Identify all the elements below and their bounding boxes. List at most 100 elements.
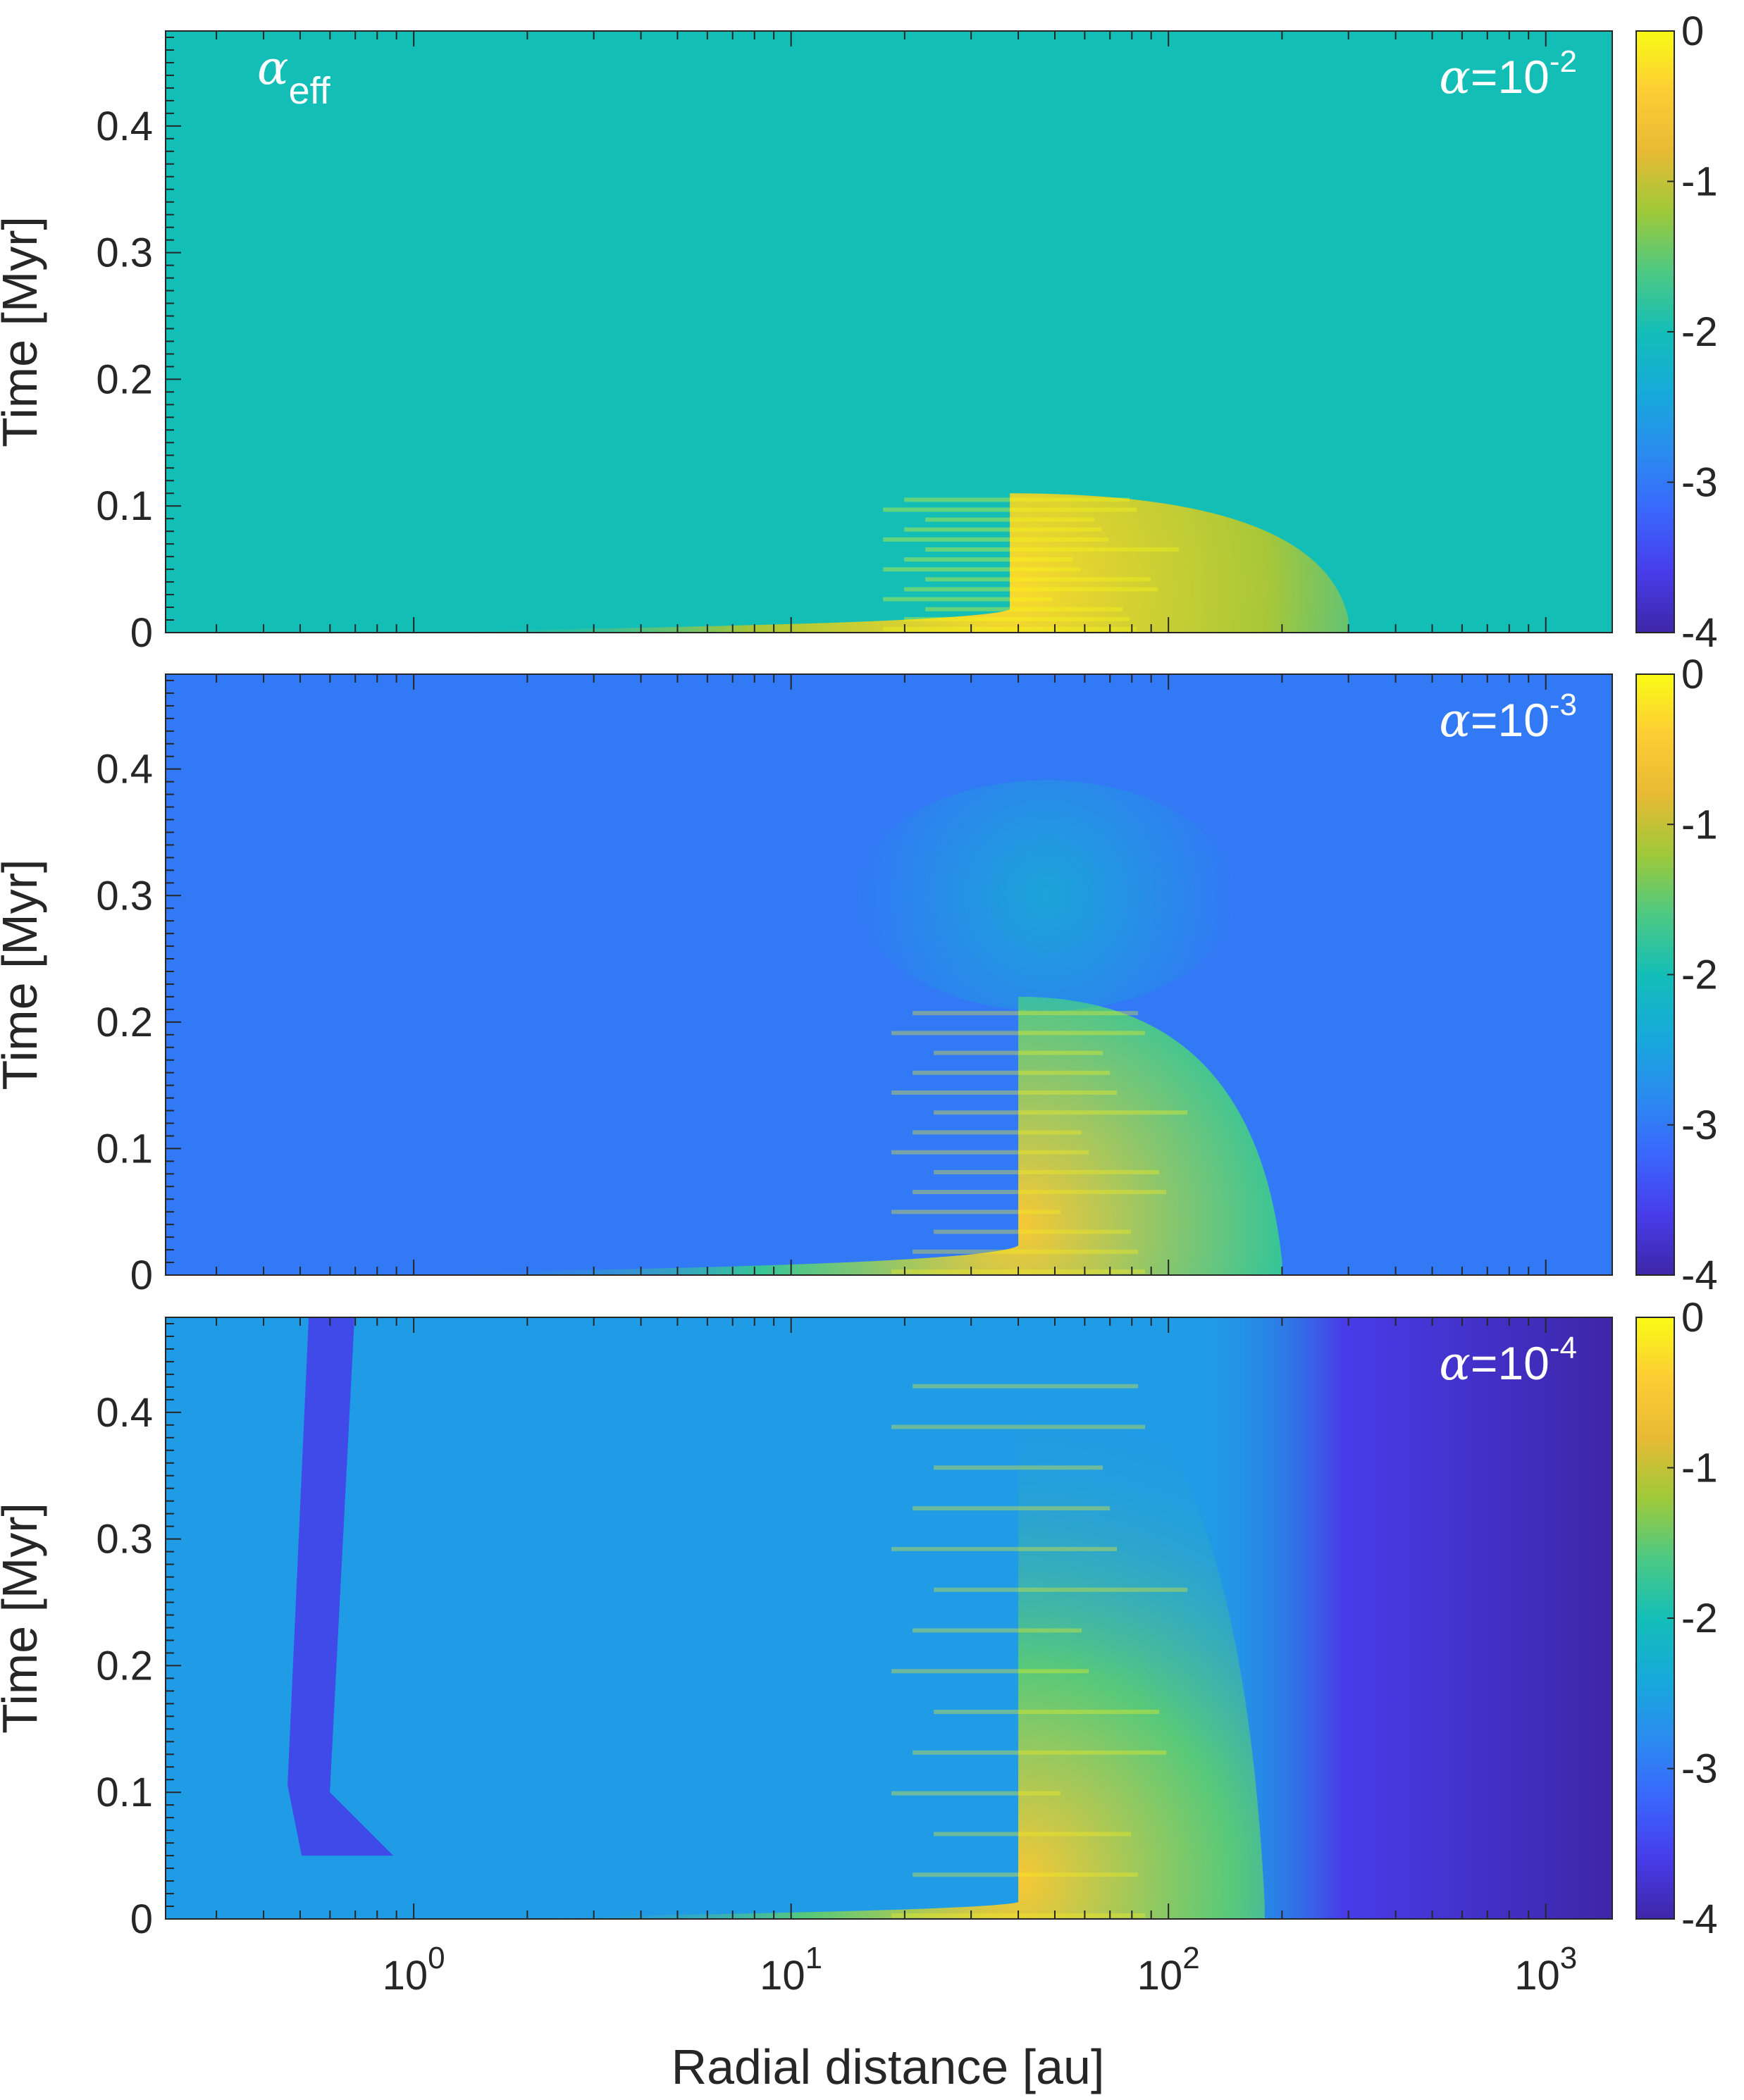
turbulence-streak	[891, 1031, 1146, 1036]
x-tick-label: 102	[1137, 1941, 1200, 1999]
turbulence-streak	[891, 1210, 1061, 1214]
plot-frame	[165, 30, 1613, 633]
colorbar-tick-label: -1	[1681, 802, 1718, 847]
y-tick-label: 0.2	[96, 356, 153, 402]
x-axis	[216, 674, 1547, 1275]
panel-alpha-label: α=10-3	[1439, 688, 1577, 747]
quantity-label: αeff	[257, 41, 331, 112]
turbulence-streak	[913, 1628, 1082, 1633]
turbulence-streak	[925, 607, 1123, 611]
plot-frame	[165, 1317, 1613, 1920]
y-tick-label: 0.4	[96, 104, 153, 149]
y-axis: 0 0.1 0.2 0.3 0.4	[96, 36, 181, 656]
colorbar-tick-label: -2	[1681, 952, 1718, 998]
turbulence-streak	[904, 527, 1102, 532]
colorbar-tick-label: 0	[1681, 652, 1704, 697]
turbulence-streak	[934, 1169, 1160, 1174]
turbulence-streak	[913, 1750, 1167, 1755]
y-axis-title: Time [Myr]	[0, 859, 47, 1091]
y-axis: 0 0.1 0.2 0.3 0.4	[96, 679, 181, 1298]
turbulence-streak	[891, 1424, 1146, 1429]
y-tick-label: 0	[130, 610, 153, 656]
turbulence-streak	[904, 557, 1074, 562]
panel-alpha-label: α=10-2	[1439, 44, 1577, 104]
colorbar: 0 -1 -2 -3 -4	[1635, 8, 1718, 656]
x-axis	[216, 31, 1547, 633]
turbulence-streak	[883, 597, 1053, 602]
colorbar-tick-label: -2	[1681, 1596, 1718, 1641]
turbulence-streak	[904, 587, 1158, 592]
colorbar: 0 -1 -2 -3 -4	[1635, 1295, 1718, 1942]
turbulence-streak	[891, 1150, 1089, 1155]
turbulence-streak	[925, 577, 1151, 582]
turbulence-streak	[913, 1384, 1139, 1388]
colorbar-tick-label: -3	[1681, 1102, 1718, 1148]
colorbar-tick-label: -1	[1681, 159, 1718, 205]
colorbar-tick-label: 0	[1681, 8, 1704, 54]
colorbar-tick-label: 0	[1681, 1295, 1704, 1341]
y-tick-label: 0.2	[96, 1000, 153, 1045]
x-tick-label: 103	[1514, 1941, 1577, 1999]
turbulence-streak	[891, 1091, 1118, 1095]
y-tick-label: 0	[130, 1896, 153, 1942]
turbulence-streak	[925, 517, 1095, 522]
y-axis: 0 0.1 0.2 0.3 0.4	[96, 1322, 181, 1942]
turbulence-streak	[925, 547, 1180, 552]
turbulence-streak	[883, 537, 1109, 542]
colorbar-tick-label: -3	[1681, 1746, 1718, 1792]
colorbar-tick-label: -4	[1681, 1253, 1718, 1298]
y-tick-label: 0.3	[96, 873, 153, 919]
turbulence-streak	[904, 497, 1130, 502]
panels: 0 0.1 0.2 0.3 0.4 Time [Myr] α=10-2 αeff 0 -1 -2 -3…	[0, 8, 1718, 1999]
haze-region	[857, 780, 1235, 1011]
colorbar: 0 -1 -2 -3 -4	[1635, 652, 1718, 1298]
turbulence-region	[216, 996, 1282, 1275]
turbulence-streak	[934, 1465, 1103, 1470]
turbulence-streak	[913, 1190, 1167, 1195]
y-tick-label: 0	[130, 1253, 153, 1298]
y-axis-title: Time [Myr]	[0, 1503, 47, 1734]
turbulence-streak	[904, 616, 1130, 621]
turbulence-streak	[934, 1229, 1132, 1234]
plot-frame	[165, 673, 1613, 1276]
turbulence-streak	[913, 1506, 1111, 1511]
y-tick-label: 0.3	[96, 230, 153, 276]
y-tick-label: 0.4	[96, 1390, 153, 1436]
heatmap-field	[166, 1317, 1612, 1919]
heatmap-background	[166, 674, 1612, 1275]
heatmap-background	[166, 31, 1612, 633]
turbulence-streak	[934, 1050, 1103, 1055]
turbulence-streak	[883, 507, 1137, 512]
turbulence-streak	[934, 1587, 1188, 1592]
y-axis-title: Time [Myr]	[0, 216, 47, 447]
colorbar-tick-label: -1	[1681, 1446, 1718, 1491]
turbulence-region	[299, 493, 1349, 633]
heatmap-panel: 0 0.1 0.2 0.3 0.4 Time [Myr] α=10-2 αeff 0 -1 -2 -3…	[0, 8, 1718, 656]
heatmap-field	[166, 674, 1612, 1275]
x-tick-label: 100	[383, 1941, 445, 1999]
turbulence-streak	[913, 1070, 1111, 1075]
colorbar-tick-label: -2	[1681, 309, 1718, 355]
turbulence-streak	[891, 1791, 1061, 1796]
colorbar-tick-label: -4	[1681, 610, 1718, 656]
turbulence-streak	[913, 1011, 1139, 1016]
heatmap-panel: 0 0.1 0.2 0.3 0.4 Time [Myr] α=10-3 0 -1 -2 -3 -4	[0, 652, 1718, 1298]
turbulence-streak	[883, 627, 1137, 631]
turbulence-streak	[913, 1130, 1082, 1135]
y-tick-label: 0.3	[96, 1517, 153, 1562]
low-alpha-lane	[287, 1317, 394, 1856]
heatmap-field	[166, 31, 1612, 633]
y-tick-label: 0.1	[96, 1126, 153, 1172]
turbulence-streak	[934, 1110, 1188, 1115]
heatmap-panel: 0 0.1 0.2 0.3 0.4 Time [Myr] 100 101 102 103 α=10-…	[0, 1295, 1718, 1999]
panel-alpha-label: α=10-4	[1439, 1331, 1577, 1391]
colorbar-tick-label: -4	[1681, 1896, 1718, 1942]
turbulence-streak	[891, 1546, 1118, 1551]
y-tick-label: 0.1	[96, 483, 153, 529]
colorbar-tick-label: -3	[1681, 460, 1718, 506]
y-tick-label: 0.2	[96, 1643, 153, 1689]
turbulence-region	[396, 1348, 1265, 1919]
x-axis-title: Radial distance [au]	[672, 2039, 1105, 2094]
turbulence-streak	[934, 1710, 1160, 1715]
